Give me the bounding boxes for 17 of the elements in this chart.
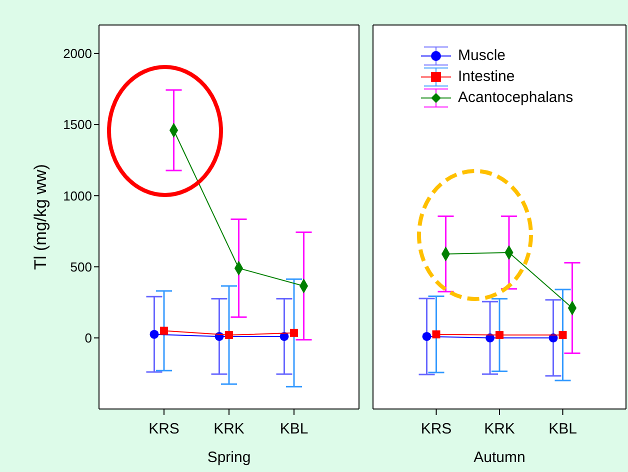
y-tick-label: 1000: [63, 188, 92, 204]
y-tick-label: 500: [70, 259, 92, 274]
x-tick-label: KRS: [420, 420, 452, 438]
x-tick-label: KRS: [148, 420, 180, 438]
x-tick-label: KBL: [280, 420, 308, 438]
y-tick-label: 1500: [63, 117, 92, 132]
x-tick-label: KBL: [548, 420, 577, 438]
x-tick-label: KRK: [484, 420, 515, 438]
legend-label: Intestine: [458, 68, 515, 85]
y-axis-title: Tl (mg/kg ww): [31, 164, 50, 270]
legend-label: Muscle: [458, 47, 506, 64]
y-tick-label: 0: [84, 330, 92, 346]
y-tick-label: 2000: [63, 46, 92, 62]
x-axis-title: Spring: [207, 449, 251, 466]
x-axis-title: Autumn: [474, 449, 526, 466]
x-tick-label: KRK: [214, 420, 244, 438]
legend-label: Acantocephalans: [458, 89, 574, 106]
